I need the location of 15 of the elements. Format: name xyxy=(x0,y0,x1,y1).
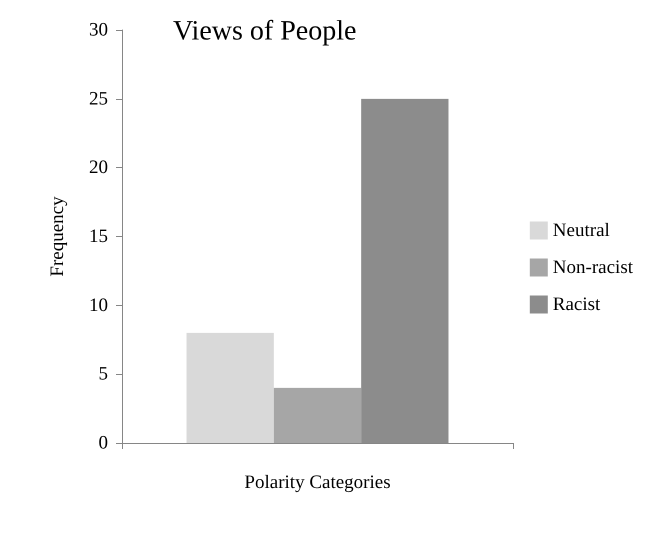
y-tick-label: 10 xyxy=(89,294,108,316)
legend-label: Neutral xyxy=(552,220,610,241)
y-tick-label: 20 xyxy=(89,157,108,178)
y-tick-label: 15 xyxy=(89,226,108,247)
legend-label: Non-racist xyxy=(552,257,634,278)
y-tick-label: 30 xyxy=(89,20,108,40)
legend-label: Racist xyxy=(552,294,602,315)
bar xyxy=(274,388,362,443)
y-tick-label: 5 xyxy=(98,364,108,385)
y-tick-label: 25 xyxy=(89,88,108,110)
chart-title: Views of People xyxy=(173,16,356,46)
y-tick-label: 0 xyxy=(98,432,108,454)
y-axis-title: Frequency xyxy=(47,196,68,277)
x-axis-title: Polarity Categories xyxy=(244,472,391,493)
bar xyxy=(186,332,274,443)
